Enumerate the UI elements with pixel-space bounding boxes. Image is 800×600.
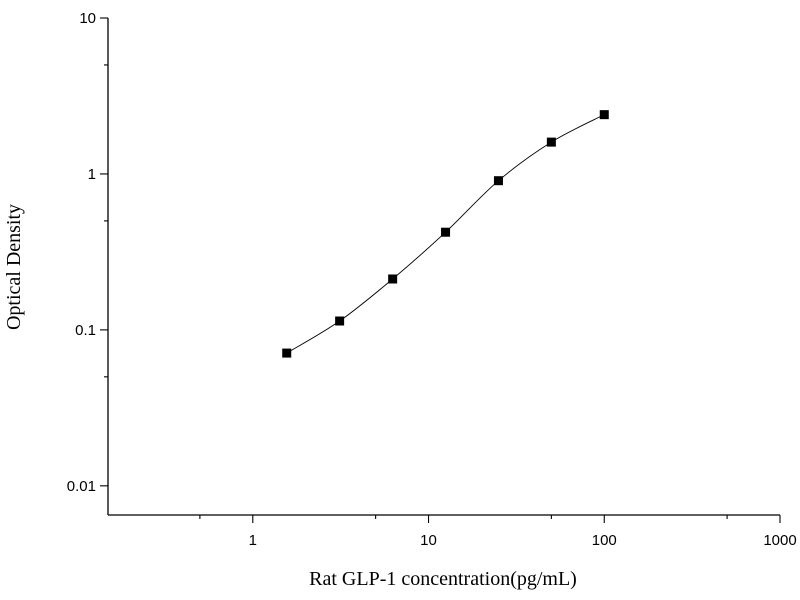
x-tick-label: 100: [592, 532, 617, 549]
ticks: 1 10 100 1000 0.01 0.1 1 10: [67, 10, 797, 549]
x-tick-label: 1000: [763, 532, 796, 549]
x-axis-title: Rat GLP-1 concentration(pg/mL): [309, 568, 577, 590]
data-point: [282, 348, 292, 358]
data-point: [441, 227, 451, 237]
x-tick-label: 1: [249, 532, 257, 549]
data-points: [282, 110, 609, 358]
y-tick-label: 10: [79, 10, 96, 27]
y-tick-label: 1: [88, 166, 96, 183]
y-tick-label: 0.1: [75, 322, 96, 339]
data-point: [335, 316, 345, 326]
data-point: [599, 110, 609, 120]
axes: [107, 18, 780, 516]
y-tick-label: 0.01: [67, 478, 96, 495]
data-point: [388, 274, 398, 284]
y-axis-title: Optical Density: [3, 204, 25, 330]
x-tick-label: 10: [420, 532, 437, 549]
data-point: [546, 137, 556, 147]
data-point: [493, 176, 503, 186]
